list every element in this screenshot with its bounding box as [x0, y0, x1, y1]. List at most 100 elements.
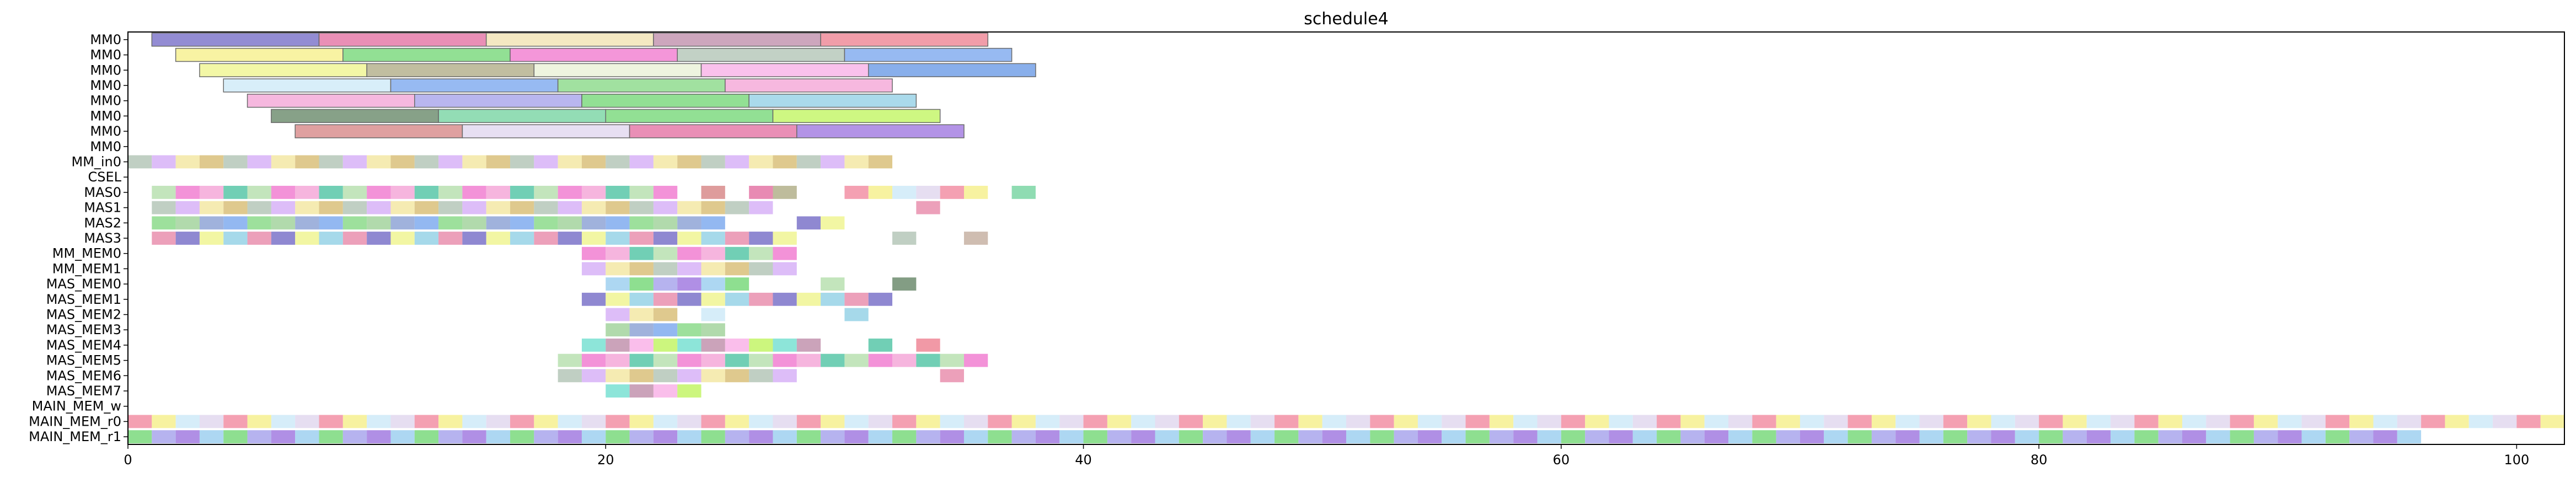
task-cell — [2493, 415, 2517, 428]
task-cell — [868, 430, 893, 444]
task-cell — [1442, 430, 1466, 444]
task-cell — [175, 216, 200, 230]
task-cell — [558, 369, 582, 383]
y-tick-label: MAIN_MEM_r0 — [29, 414, 121, 429]
task-cell — [1537, 415, 1561, 428]
y-tick-label: MAS_MEM6 — [46, 368, 121, 383]
task-cell — [581, 339, 606, 352]
task-cell — [821, 353, 845, 367]
task-cell — [725, 339, 749, 352]
task-cell — [247, 232, 271, 245]
y-tick-label: MAS2 — [84, 215, 121, 230]
task-cell — [629, 277, 654, 291]
task-cell — [2206, 415, 2230, 428]
task-cell — [390, 155, 415, 169]
task-cell — [1871, 430, 1896, 444]
task-bar — [175, 47, 344, 62]
task-cell — [749, 292, 773, 306]
task-cell — [175, 185, 200, 199]
task-cell — [1179, 415, 1203, 428]
task-cell — [1203, 415, 1227, 428]
task-cell — [128, 155, 152, 169]
task-cell — [796, 292, 821, 306]
task-cell — [725, 262, 749, 276]
task-cell — [390, 430, 415, 444]
task-cell — [486, 201, 511, 214]
y-tick-label: MM0 — [90, 108, 121, 124]
task-cell — [725, 277, 749, 291]
task-cell — [1561, 430, 1586, 444]
task-cell — [462, 232, 486, 245]
task-cell — [1632, 430, 1657, 444]
task-bar — [677, 47, 845, 62]
task-cell — [152, 232, 176, 245]
task-cell — [2158, 430, 2182, 444]
task-cell — [1824, 415, 1848, 428]
task-cell — [606, 292, 630, 306]
task-cell — [1680, 415, 1705, 428]
task-cell — [558, 353, 582, 367]
task-bar — [366, 63, 535, 77]
task-cell — [199, 155, 224, 169]
task-cell — [414, 216, 439, 230]
task-cell — [963, 430, 988, 444]
task-cell — [2301, 430, 2326, 444]
task-cell — [1298, 430, 1322, 444]
task-cell — [223, 430, 248, 444]
task-cell — [2301, 415, 2326, 428]
task-cell — [629, 353, 654, 367]
task-cell — [1465, 430, 1490, 444]
task-cell — [725, 292, 749, 306]
task-cell — [629, 323, 654, 337]
task-cell — [295, 185, 319, 199]
task-cell — [1394, 415, 1418, 428]
task-cell — [295, 415, 319, 428]
y-tick-label: MM_in0 — [71, 154, 121, 169]
y-tick-label: CSEL — [88, 169, 121, 185]
task-cell — [271, 216, 296, 230]
y-tick-label: MM0 — [90, 139, 121, 154]
task-bar — [199, 63, 367, 77]
task-bar — [605, 109, 774, 124]
y-tick-label: MM0 — [90, 124, 121, 139]
task-cell — [653, 185, 678, 199]
task-cell — [1895, 430, 1920, 444]
task-cell — [581, 415, 606, 428]
task-cell — [462, 155, 486, 169]
task-cell — [796, 415, 821, 428]
task-cell — [796, 353, 821, 367]
task-cell — [1227, 430, 1251, 444]
task-cell — [606, 384, 630, 398]
task-cell — [606, 339, 630, 352]
task-cell — [510, 415, 534, 428]
task-cell — [606, 353, 630, 367]
task-cell — [773, 155, 797, 169]
task-cell — [1513, 430, 1538, 444]
task-cell — [892, 232, 917, 245]
task-cell — [725, 155, 749, 169]
y-tick-label: MM_MEM0 — [52, 246, 121, 261]
task-cell — [796, 216, 821, 230]
task-cell — [295, 216, 319, 230]
task-cell — [844, 353, 869, 367]
task-cell — [247, 430, 271, 444]
task-cell — [653, 201, 678, 214]
task-cell — [295, 430, 319, 444]
task-cell — [367, 185, 391, 199]
task-cell — [606, 246, 630, 260]
task-bar — [414, 94, 582, 108]
task-bar — [510, 47, 678, 62]
task-cell — [606, 216, 630, 230]
task-cell — [749, 201, 773, 214]
task-cell — [1537, 430, 1561, 444]
task-cell — [486, 430, 511, 444]
task-cell — [701, 246, 725, 260]
task-cell — [653, 292, 678, 306]
task-cell — [868, 415, 893, 428]
task-cell — [2373, 430, 2397, 444]
task-cell — [1059, 430, 1084, 444]
task-cell — [128, 430, 152, 444]
task-cell — [1967, 415, 1991, 428]
task-cell — [2039, 430, 2063, 444]
